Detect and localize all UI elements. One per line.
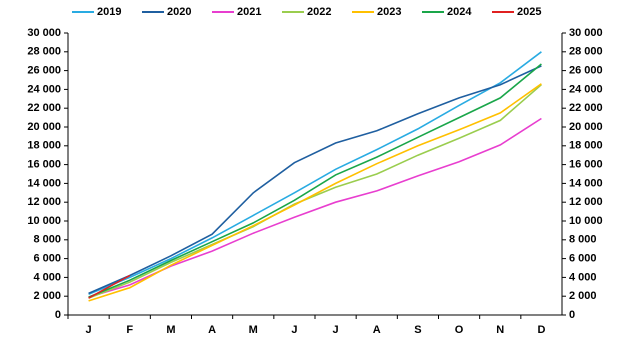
y-tick-label: 8 000 [33,234,61,246]
series-line [88,51,542,296]
y2-tick-label: 22 000 [569,102,603,114]
legend-label: 2024 [447,6,472,18]
y-tick-label: 24 000 [27,83,61,95]
series-line [88,274,131,299]
y2-tick-label: 12 000 [569,196,603,208]
legend-label: 2025 [517,6,541,18]
y2-tick-label: 24 000 [569,83,603,95]
y2-tick-label: 6 000 [569,253,597,265]
y2-tick-label: 10 000 [569,215,603,227]
x-tick-label: O [455,324,464,336]
x-tick-label: J [291,324,297,336]
x-tick-label: A [373,324,381,336]
x-tick-label: D [537,324,545,336]
y-tick-label: 18 000 [27,140,61,152]
y-tick-label: 14 000 [27,177,61,189]
x-tick-label: M [249,324,258,336]
x-tick-label: J [333,324,339,336]
series-line [88,84,542,299]
x-tick-label: S [414,324,421,336]
y-tick-label: 28 000 [27,46,61,58]
y-tick-label: 16 000 [27,159,61,171]
series-line [88,83,542,302]
y-tick-label: 22 000 [27,102,61,114]
y-tick-label: 4 000 [33,271,61,283]
legend-label: 2019 [97,6,121,18]
y2-tick-label: 30 000 [569,27,603,39]
x-tick-label: N [496,324,504,336]
y-tick-label: 2 000 [33,290,61,302]
y2-tick-label: 28 000 [569,46,603,58]
legend-label: 2021 [237,6,261,18]
y-tick-label: 30 000 [27,27,61,39]
y-tick-label: 6 000 [33,253,61,265]
series-line [88,65,542,295]
legend-label: 2023 [377,6,401,18]
series-line [88,117,542,298]
y2-tick-label: 0 [569,309,575,321]
legend-label: 2020 [167,6,191,18]
x-tick-label: J [86,324,92,336]
y2-tick-label: 8 000 [569,234,597,246]
y2-tick-label: 26 000 [569,65,603,77]
series-line [88,63,542,298]
x-tick-label: A [208,324,216,336]
y-tick-label: 10 000 [27,215,61,227]
y2-tick-label: 14 000 [569,177,603,189]
y-tick-label: 12 000 [27,196,61,208]
y-tick-label: 26 000 [27,65,61,77]
y-tick-label: 20 000 [27,121,61,133]
legend-label: 2022 [307,6,331,18]
y2-tick-label: 20 000 [569,121,603,133]
y2-tick-label: 4 000 [569,271,597,283]
y2-tick-label: 2 000 [569,290,597,302]
y-tick-label: 0 [55,309,61,321]
y2-tick-label: 16 000 [569,159,603,171]
y2-tick-label: 18 000 [569,140,603,152]
x-tick-label: F [126,324,133,336]
x-tick-label: M [166,324,175,336]
